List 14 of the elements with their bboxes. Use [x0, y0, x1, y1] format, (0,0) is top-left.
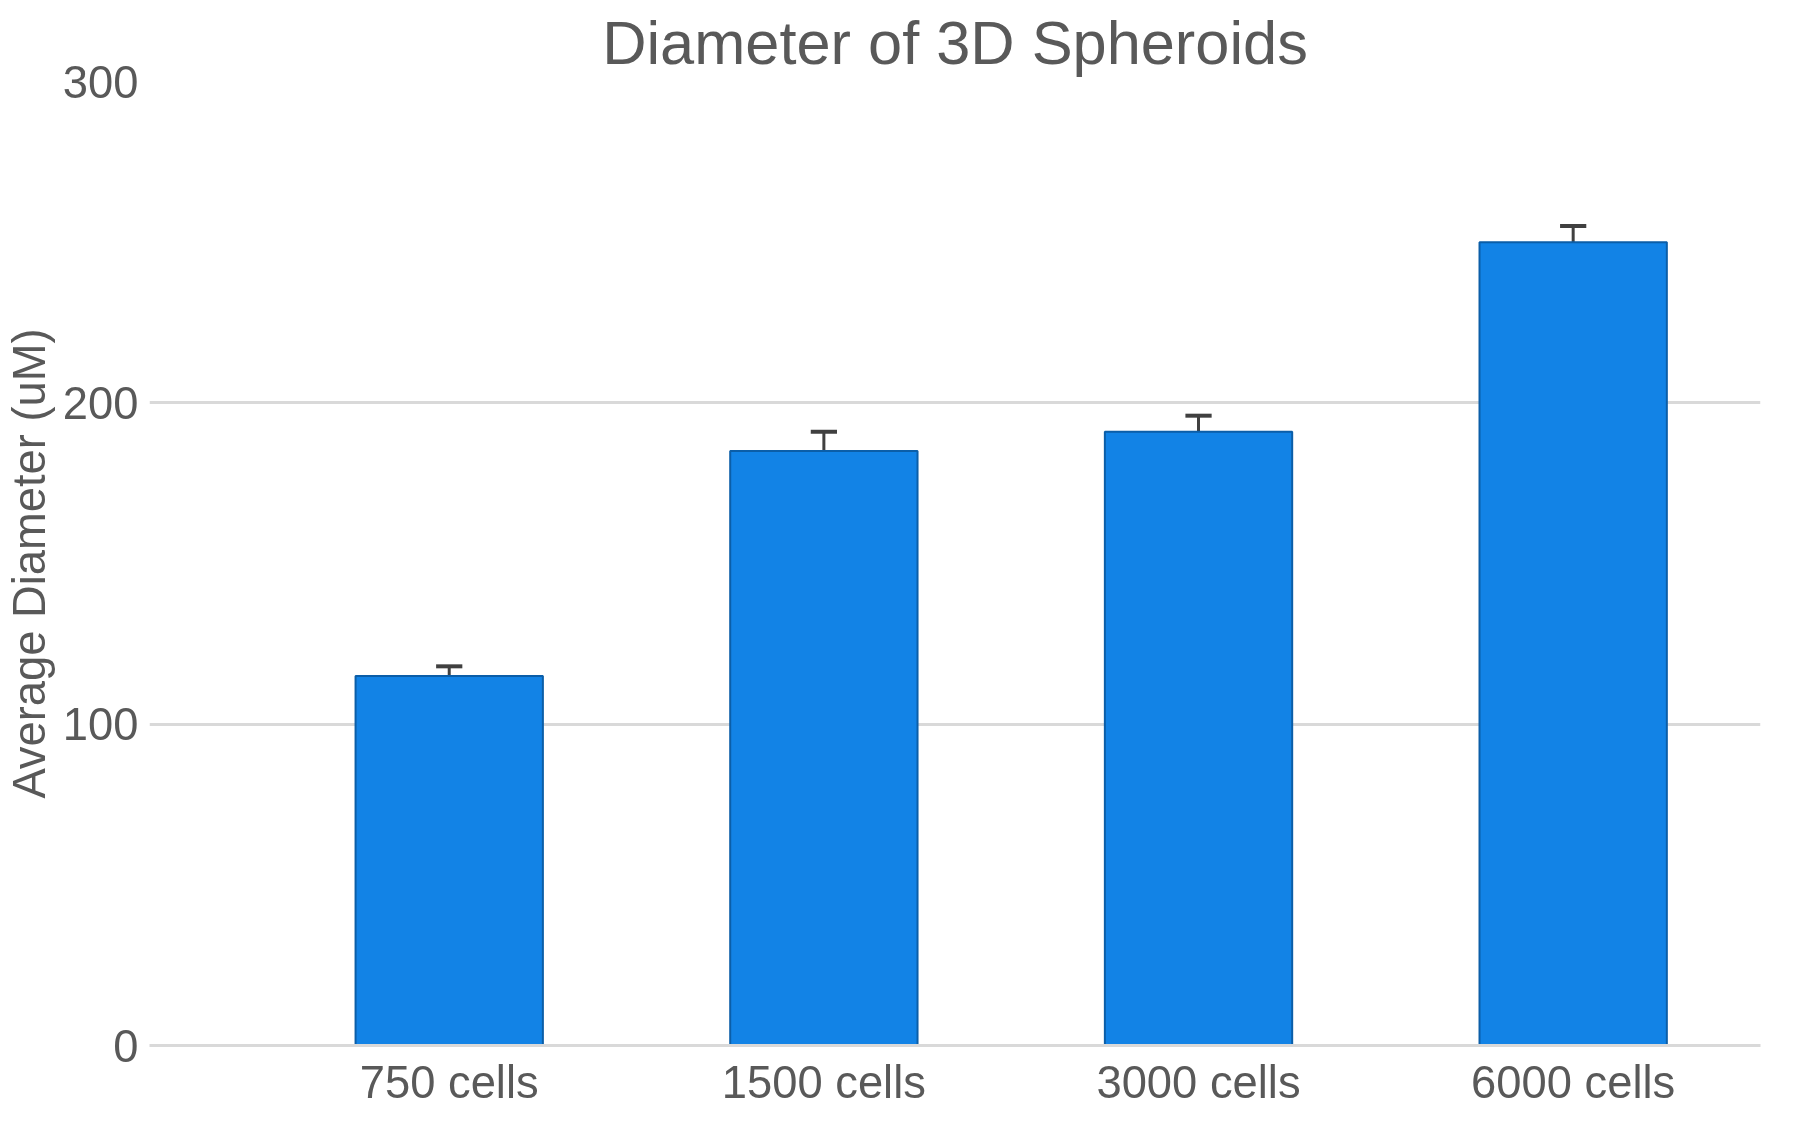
y-tick-label: 0 — [113, 1020, 139, 1072]
chart-title: Diameter of 3D Spheroids — [602, 7, 1308, 77]
bar — [1103, 430, 1294, 1046]
y-tick-label: 200 — [62, 377, 139, 429]
x-tick-label: 3000 cells — [1096, 1056, 1301, 1108]
y-tick-label: 100 — [62, 699, 139, 751]
bar — [1478, 241, 1668, 1046]
x-tick-label: 750 cells — [359, 1056, 539, 1108]
bar — [729, 450, 919, 1046]
y-axis-title: Average Diameter (uM) — [3, 328, 55, 799]
x-tick-label: 1500 cells — [721, 1056, 926, 1108]
bar — [354, 674, 544, 1046]
y-tick-label: 300 — [62, 56, 139, 108]
x-tick-label: 6000 cells — [1471, 1056, 1676, 1108]
